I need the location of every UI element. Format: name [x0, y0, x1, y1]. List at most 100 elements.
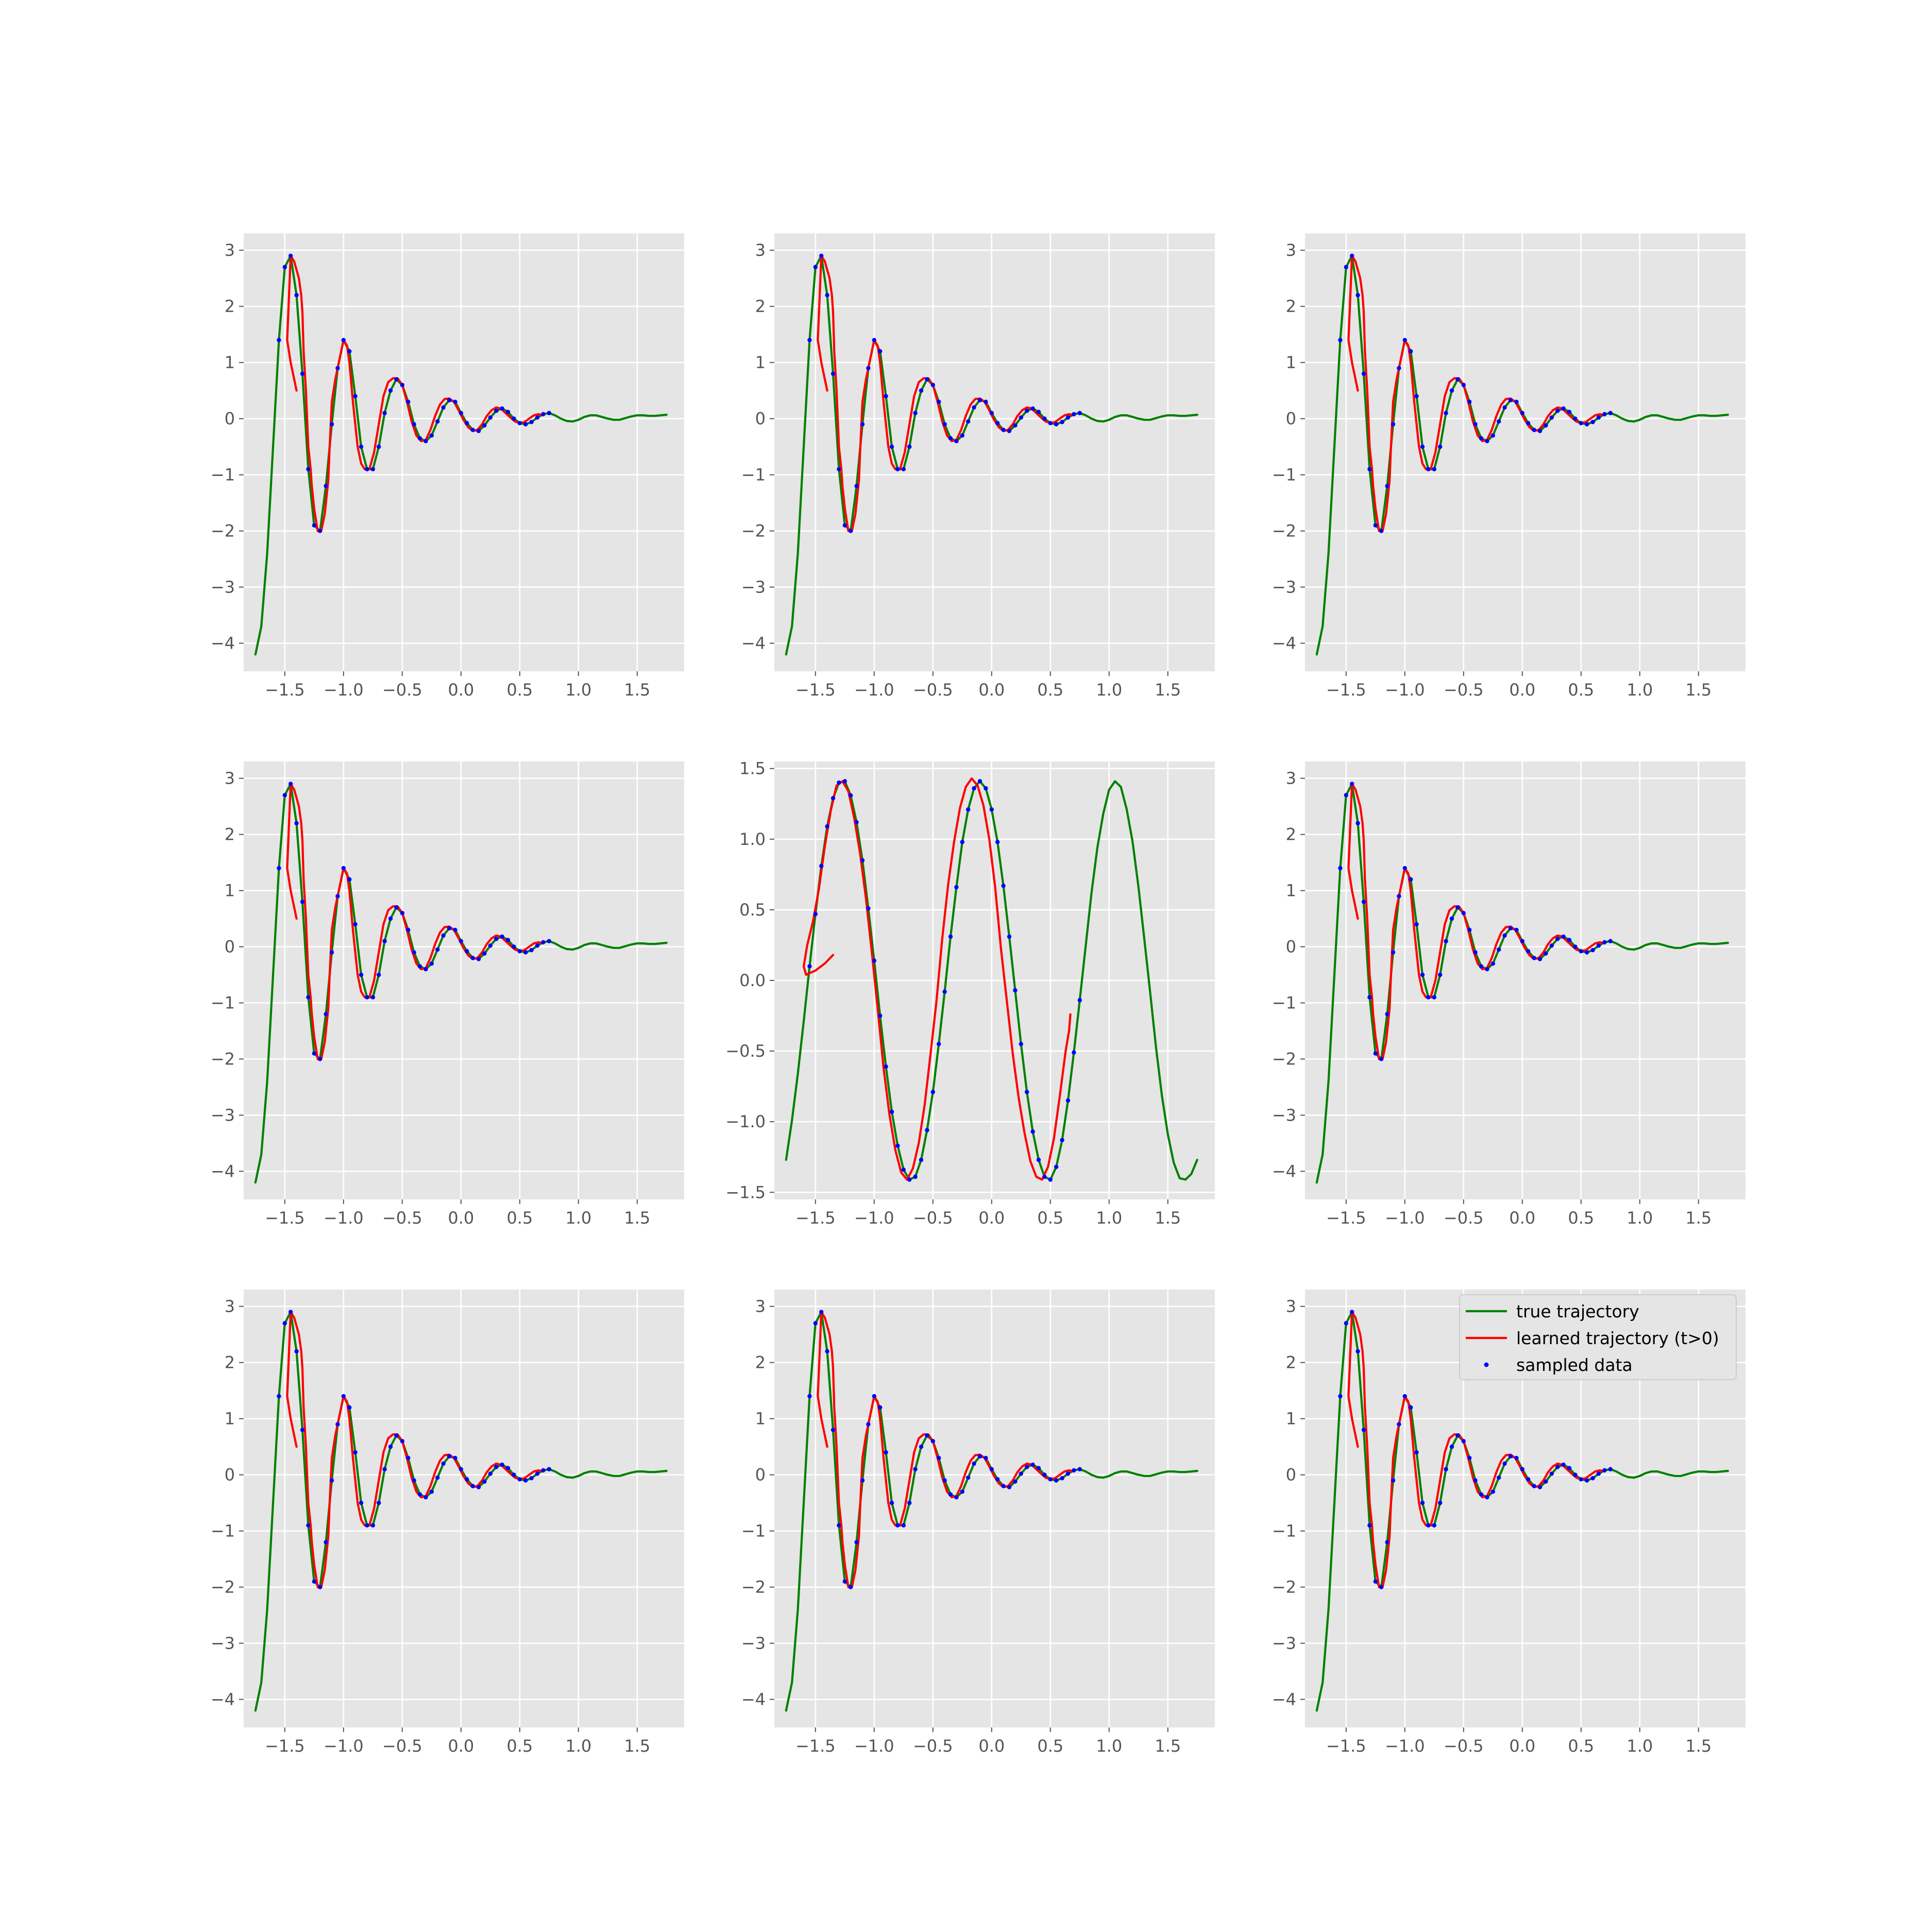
data-point — [435, 947, 440, 952]
series-line-learned-trajectory-t-0 — [286, 783, 545, 1060]
y-tick-label: −1 — [1272, 1521, 1296, 1541]
data-point — [341, 1394, 346, 1399]
y-tick-label: −3 — [211, 1106, 235, 1125]
data-point — [441, 405, 446, 410]
data-point — [1379, 529, 1384, 533]
data-point — [1590, 947, 1595, 953]
plot-area — [785, 253, 1198, 656]
data-point — [831, 796, 836, 801]
legend-entry: sampled data — [1484, 1355, 1633, 1375]
data-point — [547, 1467, 552, 1471]
data-point — [1402, 1394, 1407, 1399]
data-point — [1355, 821, 1360, 826]
data-point — [329, 1478, 334, 1483]
data-point — [954, 885, 959, 890]
data-point — [277, 337, 281, 343]
y-tick-label: 0 — [755, 1465, 766, 1485]
x-tick-label: 1.5 — [624, 680, 650, 700]
y-tick-label: 3 — [225, 241, 235, 260]
data-point — [1409, 349, 1413, 354]
x-tick-label: −1.0 — [854, 1736, 894, 1756]
data-point — [977, 1454, 982, 1459]
data-point — [895, 467, 900, 471]
data-point — [1414, 922, 1419, 927]
y-tick-label: −1 — [211, 1521, 235, 1541]
data-point — [1532, 1484, 1536, 1488]
data-point — [1385, 484, 1389, 488]
data-point — [324, 1540, 328, 1545]
data-point — [977, 398, 982, 402]
data-point — [335, 894, 340, 899]
y-tick-label: −3 — [741, 578, 766, 597]
data-point — [412, 950, 416, 955]
data-point — [819, 253, 824, 258]
data-point — [453, 1455, 457, 1461]
data-point — [1497, 947, 1501, 952]
data-point — [813, 265, 818, 269]
data-point — [1467, 927, 1472, 933]
y-tick-label: −2 — [741, 1578, 766, 1597]
x-tick-label: 0.0 — [448, 1208, 474, 1228]
data-point — [394, 905, 399, 910]
data-point — [394, 1433, 399, 1438]
x-tick-label: 1.0 — [1626, 1736, 1653, 1756]
data-point — [1444, 939, 1448, 943]
data-point — [878, 1013, 883, 1018]
data-point — [1355, 293, 1360, 298]
data-point — [937, 1042, 941, 1046]
data-point — [417, 1492, 422, 1497]
data-point — [1508, 926, 1513, 930]
data-point — [329, 950, 334, 955]
data-point — [1602, 412, 1607, 417]
data-point — [488, 1471, 493, 1476]
data-point — [300, 371, 305, 376]
data-point — [937, 399, 941, 404]
data-point — [318, 1057, 323, 1061]
data-point — [1013, 423, 1018, 428]
x-tick-label: 0.0 — [1509, 1736, 1535, 1756]
y-tick-label: 2 — [1286, 825, 1296, 844]
x-tick-label: 1.0 — [565, 1208, 591, 1228]
plot-area — [785, 777, 1198, 1182]
data-point — [1467, 1455, 1472, 1461]
data-point — [995, 1477, 1000, 1482]
series-sampled-data — [277, 1310, 552, 1589]
y-tick-label: 3 — [225, 1297, 235, 1316]
data-point — [1042, 416, 1047, 421]
data-point — [977, 779, 982, 784]
x-tick-label: −1.0 — [854, 1208, 894, 1228]
data-point — [353, 1450, 358, 1455]
data-point — [925, 1433, 929, 1438]
series-line-learned-trajectory-t-0 — [286, 1311, 545, 1588]
data-point — [282, 265, 287, 269]
data-point — [1077, 1467, 1082, 1471]
data-point — [813, 911, 818, 917]
data-point — [930, 1439, 936, 1444]
data-point — [359, 1500, 364, 1505]
subplot-grid: −1.5 −1.0 −0.5 0.0 0.5 1.0 1.53210−1−2−3−4−1.5… — [211, 233, 1745, 1756]
data-point — [1355, 1349, 1360, 1354]
data-point — [966, 1475, 971, 1480]
data-point — [1479, 1492, 1484, 1497]
data-point — [837, 1523, 841, 1528]
data-point — [547, 411, 552, 415]
data-point — [913, 1467, 918, 1471]
data-point — [1385, 1540, 1389, 1545]
data-point — [465, 1477, 469, 1482]
subplot-1: −1.5 −1.0 −0.5 0.0 0.5 1.0 1.5 3 2 1 0 −1 −2 −3 −4 — [211, 233, 684, 700]
x-tick-label: −0.5 — [913, 680, 953, 700]
subplot-5: −1.5 −1.0 −0.5 0.0 0.5 1.0 1.5 1.5 1.0 0.5 0.0 −0.5… — [725, 759, 1215, 1228]
data-point — [306, 995, 311, 999]
y-tick-label: 0 — [225, 409, 235, 429]
series-line-learned-trajectory-t-0 — [1347, 255, 1606, 532]
y-tick-label: −1 — [741, 465, 766, 485]
y-tick-label: 1 — [755, 353, 766, 372]
data-point — [842, 779, 848, 784]
data-point — [1567, 410, 1572, 414]
data-point — [1350, 782, 1354, 786]
data-point — [435, 1475, 440, 1480]
data-point — [1338, 1394, 1343, 1399]
y-tick-label: 1 — [225, 353, 235, 372]
data-point — [1048, 1477, 1053, 1482]
x-tick-label: −1.0 — [324, 680, 364, 700]
